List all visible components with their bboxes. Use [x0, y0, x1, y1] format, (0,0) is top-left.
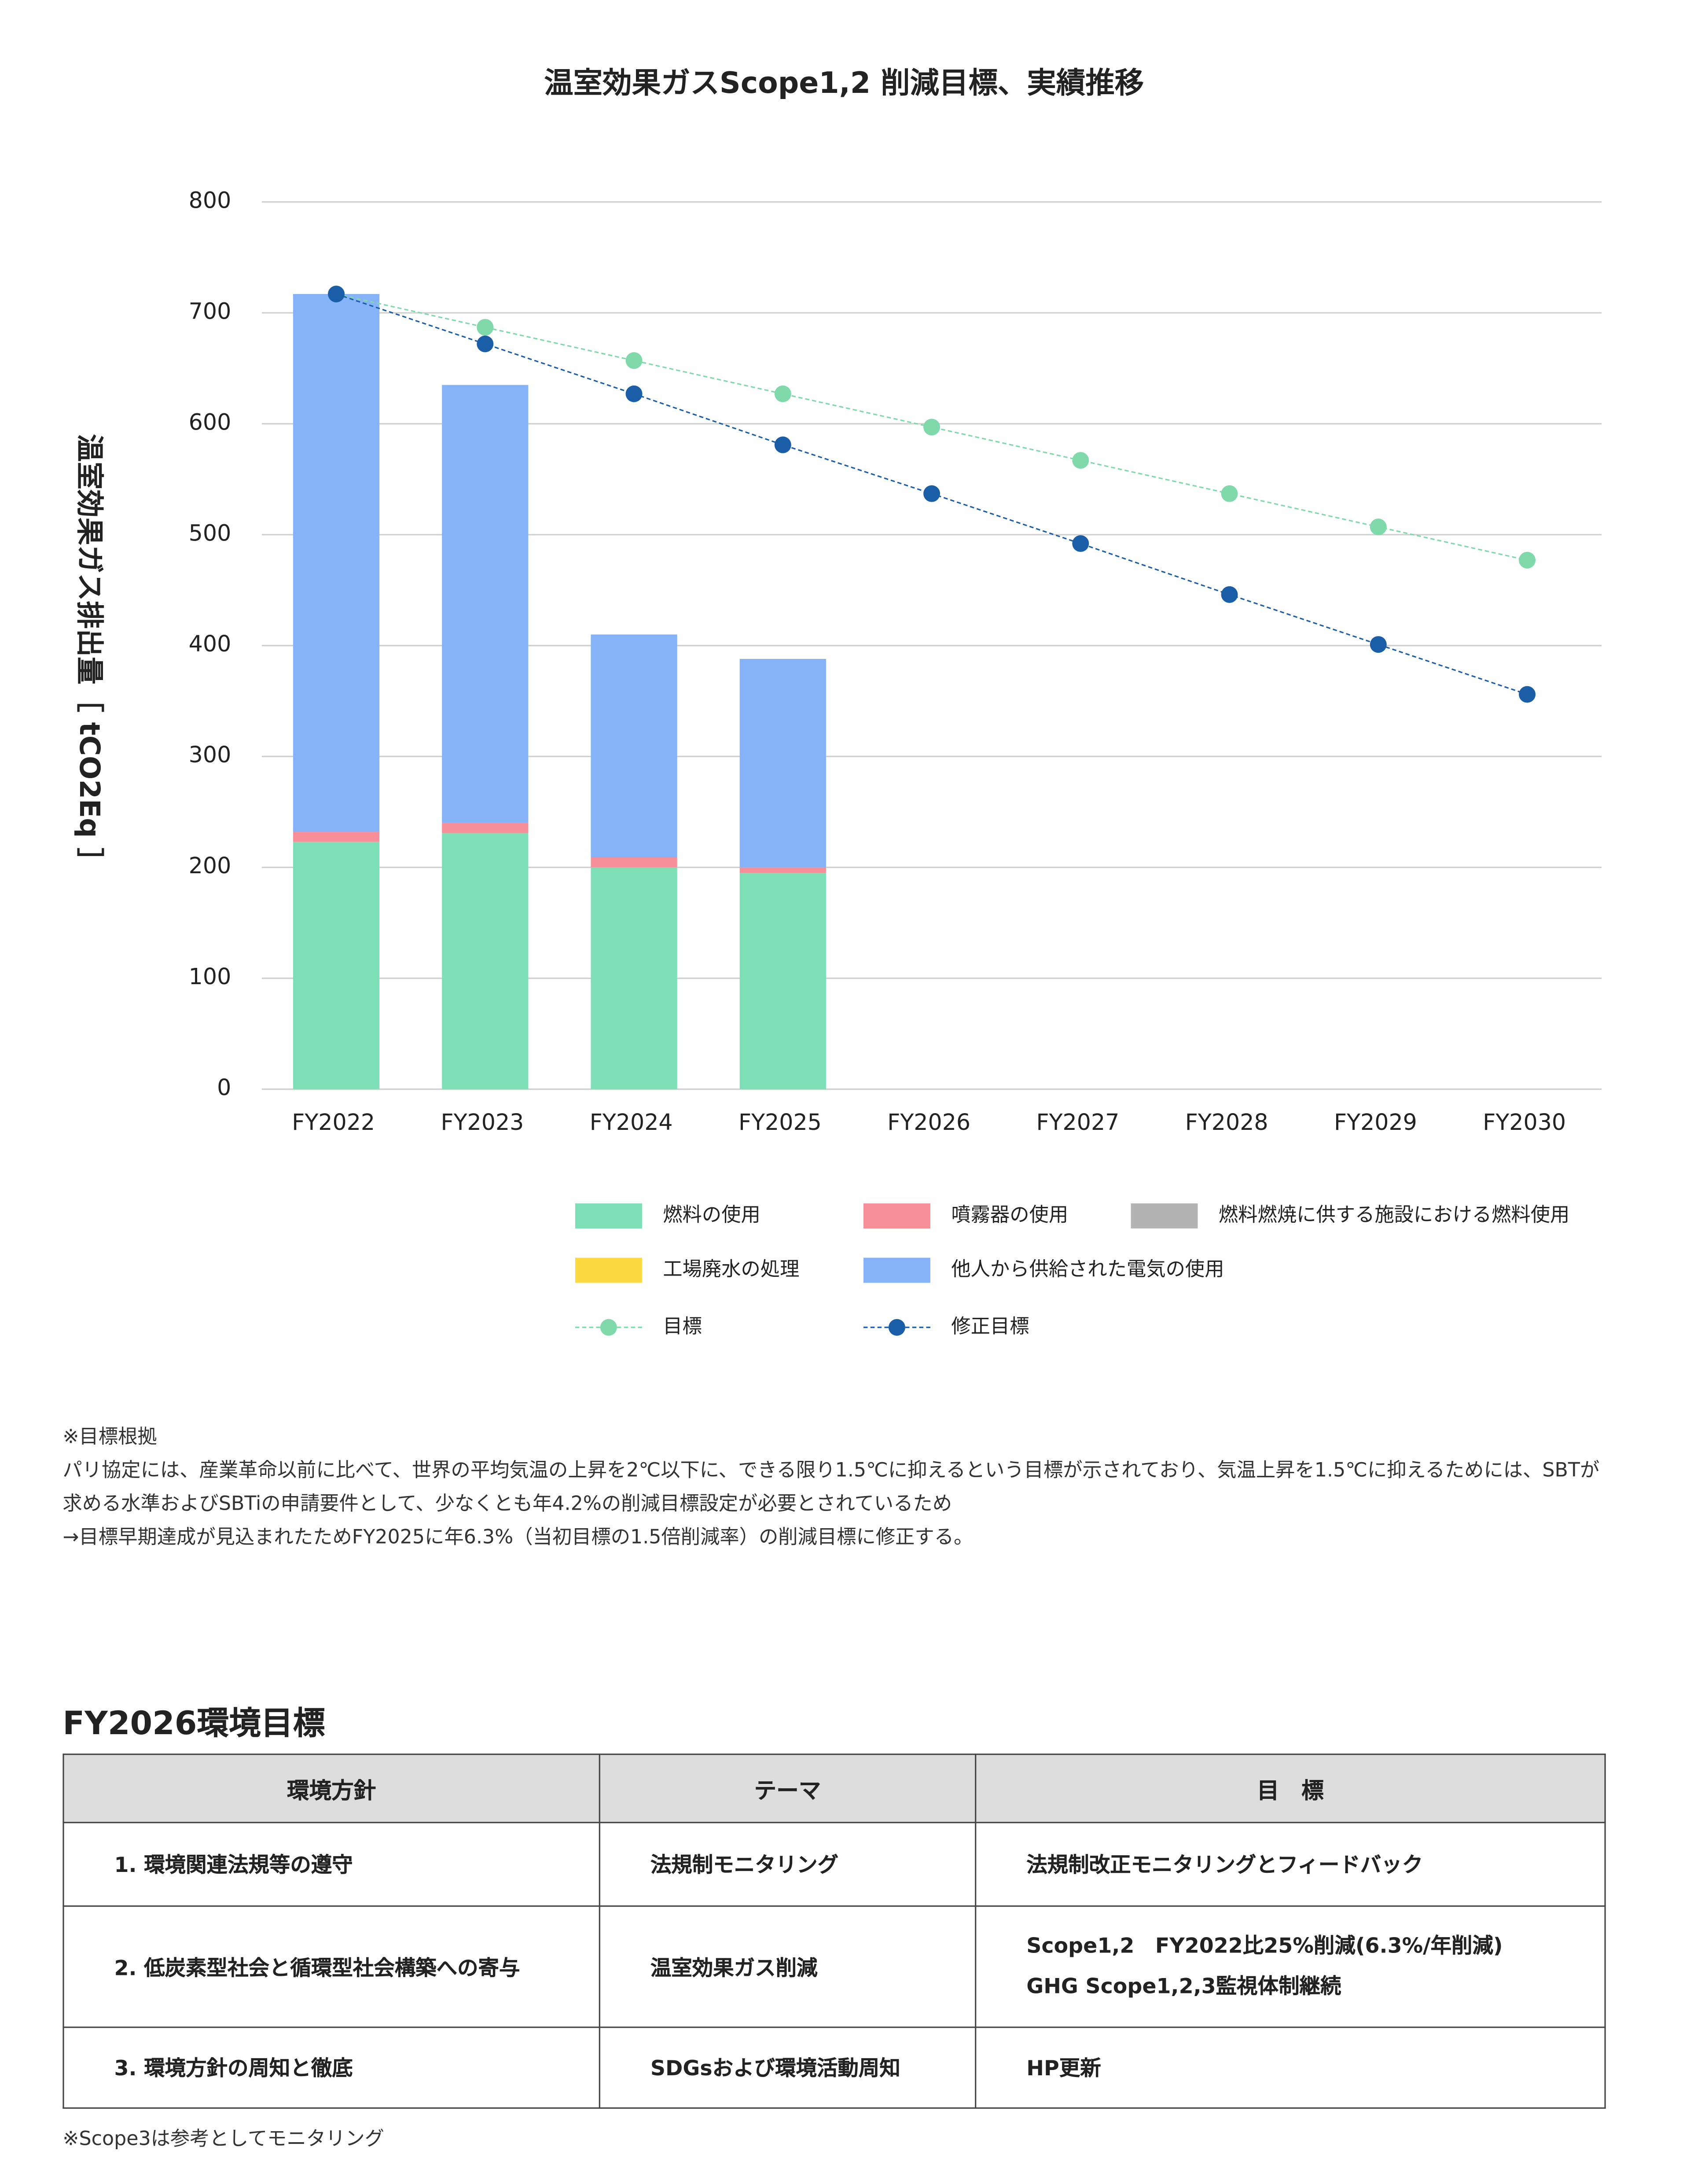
x-tick-label: FY2028: [1185, 1109, 1268, 1135]
line-marker: [1221, 485, 1238, 502]
x-tick-label: FY2023: [441, 1109, 524, 1135]
line-marker: [1072, 452, 1089, 469]
line-marker: [625, 352, 643, 369]
note: パリ協定には、産業革命以前に比べて、世界の平均気温の上昇を2℃以下に、できる限り…: [62, 1460, 1600, 1515]
row: 3. 環境方針の周知と徹底 SDGsおよび環境活動周知 HP更新: [62, 2026, 1606, 2109]
line-marker: [1370, 518, 1387, 536]
notes: ※目標根拠 パリ協定には、産業革命以前に比べて、世界の平均気温の上昇を2℃以下に…: [62, 1421, 1611, 1555]
legend-marker: [600, 1319, 617, 1336]
bar-segment: [739, 658, 826, 868]
cell: 2. 低炭素型社会と循環型社会構築への寄与: [62, 1905, 600, 2028]
bar-segment: [591, 867, 677, 1089]
y-axis-label: 温室効果ガス排出量［ tCO2Eq ］: [73, 434, 106, 875]
x-tick-label: FY2024: [590, 1109, 673, 1135]
legend-swatch: [863, 1203, 930, 1229]
legend-swatch: [863, 1257, 930, 1283]
line-marker: [477, 335, 494, 353]
y-tick-label: 100: [189, 963, 231, 989]
bar-segment: [591, 857, 677, 868]
legend-label: 他人から供給された電気の使用: [951, 1258, 1224, 1280]
cell: HP更新: [975, 2026, 1606, 2109]
legend-swatch: [1131, 1203, 1198, 1229]
x-tick-label: FY2025: [738, 1109, 822, 1135]
bar-segment: [442, 823, 529, 833]
line-marker: [923, 419, 941, 436]
bar-segment: [739, 873, 826, 1089]
bar-segment: [442, 833, 529, 1089]
legend-label: 工場廃水の処理: [663, 1258, 799, 1280]
y-tick-label: 0: [217, 1074, 231, 1100]
bar-segment: [591, 634, 677, 858]
header-cell: 環境方針: [62, 1754, 600, 1824]
cell: 3. 環境方針の周知と徹底: [62, 2026, 600, 2109]
cell: Scope1,2 FY2022比25%削減(6.3%/年削減) GHG Scope…: [975, 1905, 1606, 2028]
x-tick-label: FY2029: [1334, 1109, 1417, 1135]
x-tick-label: FY2026: [887, 1109, 970, 1135]
line-marker: [1221, 586, 1238, 603]
legend-label: 燃料の使用: [663, 1204, 760, 1226]
line-marker: [923, 485, 941, 502]
y-tick-label: 700: [189, 298, 231, 324]
y-tick-label: 600: [189, 409, 231, 435]
legend-label: 燃料燃焼に供する施設における燃料使用: [1219, 1204, 1569, 1226]
note: ※目標根拠: [62, 1426, 157, 1449]
y-tick-label: 200: [189, 853, 231, 879]
x-tick-label: FY2022: [292, 1109, 375, 1135]
x-tick-label: FY2027: [1036, 1109, 1120, 1135]
cell: 法規制モニタリング: [599, 1822, 977, 1907]
x-tick-label: FY2030: [1483, 1109, 1566, 1135]
legend-marker: [888, 1319, 905, 1336]
line-marker: [625, 385, 643, 402]
bar-segment: [293, 842, 380, 1089]
y-tick-label: 400: [189, 631, 231, 657]
bar-segment: [442, 385, 529, 823]
header-cell: テーマ: [599, 1754, 977, 1824]
goals-table: 環境方針 テーマ 目 標 1. 環境関連法規等の遵守 法規制モニタリング 法規制…: [62, 1754, 1606, 2109]
y-tick-label: 300: [189, 742, 231, 768]
cell-line: 法規制改正モニタリングとフィードバック: [1026, 1852, 1423, 1878]
bar-segment: [739, 867, 826, 873]
line-marker: [1072, 535, 1089, 552]
cell-line: GHG Scope1,2,3監視体制継続: [1026, 1974, 1341, 1999]
legend-label: 修正目標: [951, 1315, 1029, 1338]
line-marker: [774, 436, 791, 453]
bar-segment: [293, 832, 380, 842]
bar-segment: [293, 294, 380, 832]
cell: 法規制改正モニタリングとフィードバック: [975, 1822, 1606, 1907]
legend-label: 目標: [663, 1315, 702, 1338]
cell-line: Scope1,2 FY2022比25%削減(6.3%/年削減): [1026, 1933, 1503, 1959]
line-marker: [774, 385, 791, 402]
line-marker: [477, 319, 494, 336]
line-marker: [328, 286, 345, 302]
header-row: 環境方針 テーマ 目 標: [62, 1754, 1606, 1824]
table-footnote: ※Scope3は参考としてモニタリング: [62, 2128, 385, 2151]
chart: 温室効果ガスScope1,2 削減目標、実績推移 温室効果ガス排出量［ tCO2…: [73, 66, 1602, 1338]
legend-swatch: [575, 1203, 642, 1229]
cell: 1. 環境関連法規等の遵守: [62, 1822, 600, 1907]
line-marker: [1519, 552, 1536, 569]
line-marker: [1519, 686, 1536, 703]
chart-title: 温室効果ガスScope1,2 削減目標、実績推移: [544, 66, 1144, 100]
row: 1. 環境関連法規等の遵守 法規制モニタリング 法規制改正モニタリングとフィード…: [62, 1822, 1606, 1907]
y-tick-label: 800: [189, 187, 231, 213]
note: →目標早期達成が見込まれたためFY2025に年6.3%（当初目標の1.5倍削減率…: [62, 1526, 974, 1549]
table-title: FY2026環境目標: [62, 1706, 325, 1743]
cell: SDGsおよび環境活動周知: [599, 2026, 977, 2109]
legend-swatch: [575, 1257, 642, 1283]
line-marker: [1370, 636, 1387, 653]
header-cell: 目 標: [975, 1754, 1606, 1824]
legend-label: 噴霧器の使用: [951, 1204, 1068, 1226]
cell-line: HP更新: [1026, 2055, 1101, 2081]
y-tick-label: 500: [189, 520, 231, 546]
cell: 温室効果ガス削減: [599, 1905, 977, 2028]
line: [336, 293, 1528, 561]
row: 2. 低炭素型社会と循環型社会構築への寄与 温室効果ガス削減 Scope1,2 …: [62, 1905, 1606, 2028]
